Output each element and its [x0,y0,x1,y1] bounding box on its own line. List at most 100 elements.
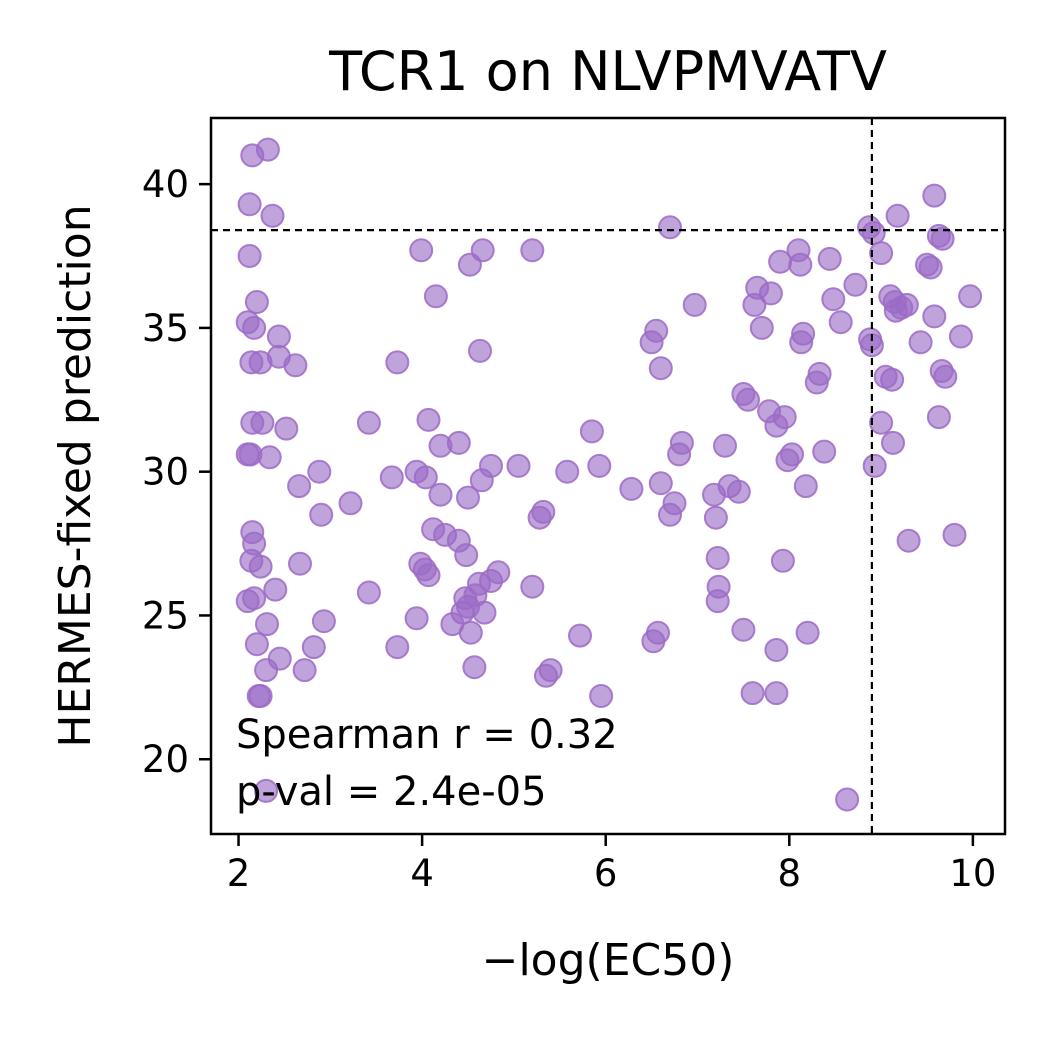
data-point [254,658,279,683]
data-point [648,471,673,496]
data-point [682,292,707,317]
pval-annotation: p-val = 2.4e-05 [236,769,547,815]
data-point [788,252,813,277]
data-point [301,635,326,660]
data-point [648,356,673,381]
data-point [793,474,818,499]
data-point [817,246,842,271]
data-point [237,244,262,268]
data-point [896,528,921,553]
data-point [428,482,453,507]
data-point [274,416,299,441]
x-tick-label: 4 [410,852,434,895]
y-tick-label: 40 [142,163,189,206]
data-point [770,548,795,573]
data-point [404,606,429,631]
data-point [413,465,438,490]
data-point [922,304,947,329]
data-point [250,410,275,435]
data-point [812,439,837,464]
x-tick-label: 8 [778,852,802,895]
y-tick-label: 35 [142,307,189,350]
data-point [587,453,612,478]
data-point [880,367,905,392]
data-point [942,522,967,547]
data-point [646,620,670,645]
data-point [589,684,614,708]
data-point [244,632,269,657]
data-point [423,284,448,309]
data-point [922,183,947,208]
data-point [749,315,774,340]
data-point [472,600,497,625]
data-point [255,612,279,637]
data-point [292,658,317,683]
data-point [658,215,682,240]
data-point [791,321,816,346]
data-point [869,410,894,435]
data-point [908,330,933,355]
data-point [726,479,751,504]
data-point [780,442,804,467]
data-point [764,681,789,706]
data-point [713,433,737,458]
data-point [742,292,767,317]
data-point [409,238,434,263]
data-point [456,485,480,510]
data-point [538,658,563,683]
data-point [309,502,334,527]
data-point [254,778,279,803]
data-point [531,499,556,524]
data-point [338,491,363,516]
data-point [248,554,273,579]
data-point [263,577,288,602]
data-point [288,551,312,576]
y-axis-label: HERMES-fixed prediction [50,204,101,747]
data-point [958,284,983,309]
data-point [242,315,267,340]
data-point [731,617,756,642]
x-axis-label: −log(EC50) [482,935,735,986]
x-tick-label: 2 [227,852,251,895]
data-point [356,580,381,605]
data-point [385,350,410,375]
data-point [828,310,853,335]
data-point [244,290,269,314]
data-point [894,292,919,317]
data-point [520,238,545,263]
y-tick-label: 25 [142,594,189,637]
data-point [764,638,789,662]
data-point [885,203,910,228]
y-tick-label: 30 [142,451,189,494]
data-point [758,281,783,306]
data-point [454,543,479,568]
chart-title: TCR1 on NLVPMVATV [328,40,887,103]
data-point [568,623,592,648]
data-point [926,405,951,430]
x-tick-label: 6 [594,852,618,895]
y-tick-label: 20 [142,738,189,781]
data-point [619,476,644,501]
data-point [862,453,887,478]
data-point [740,681,765,706]
data-point [662,491,687,516]
data-point [255,137,280,162]
y-axis-ticks: 20 25 30 35 40 [142,163,211,781]
data-point [948,324,973,349]
data-point [918,255,943,280]
plot-frame [209,116,1007,836]
data-point [385,635,410,660]
data-point [506,453,531,478]
x-tick-label: 10 [949,852,996,895]
data-point [933,364,958,389]
data-point [705,589,730,614]
data-point [416,407,441,432]
data-point [930,226,955,251]
data-point [703,505,728,530]
data-point [287,474,312,499]
data-points [235,137,983,812]
data-point [736,387,760,412]
data-point [479,453,503,478]
data-point [869,241,894,266]
